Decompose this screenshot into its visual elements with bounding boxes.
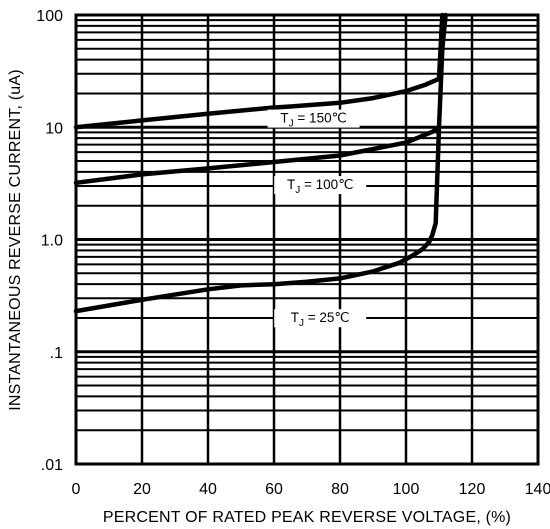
series-line-1: [73, 125, 442, 186]
x-tick-label: 20: [133, 481, 151, 498]
x-axis-title: PERCENT OF RATED PEAK REVERSE VOLTAGE, (…: [103, 509, 511, 526]
curve-labels: TJ = 150℃ TJ = 100℃ TJ = 25℃: [267, 109, 367, 329]
x-tick-label: 120: [459, 481, 486, 498]
x-tick-label: 80: [331, 481, 349, 498]
y-axis-title: INSTANTANEOUS REVERSE CURRENT, (uA): [7, 69, 24, 411]
grid: [76, 15, 538, 464]
y-tick-label: .01: [41, 457, 63, 474]
curve-label-bg-1: [274, 176, 367, 195]
y-tick-label: 1.0: [41, 233, 63, 250]
x-tick-label: 0: [72, 481, 81, 498]
curve-label-2: TJ = 25℃: [291, 310, 350, 329]
x-tick-label: 60: [265, 481, 283, 498]
x-tick-label: 40: [199, 481, 217, 498]
curve-label-0: TJ = 150℃: [280, 111, 346, 130]
curve-label-bg-2: [274, 309, 367, 328]
series-line-0: [73, 12, 445, 130]
curve-label-bg-0: [267, 109, 360, 128]
y-tick-label: .1: [50, 345, 63, 362]
y-tick-label: 10: [45, 120, 63, 137]
series-layer: [73, 12, 448, 314]
x-tick-label: 140: [525, 481, 550, 498]
y-tick-label: 100: [36, 8, 63, 25]
tick-labels: 0 20 40 60 80 100 120 140 .01 .1 1.0 10 100: [36, 8, 550, 498]
curve-label-1: TJ = 100℃: [287, 177, 353, 196]
x-tick-label: 100: [393, 481, 420, 498]
series-line-2: [73, 12, 448, 314]
plot-frame: [74, 13, 540, 466]
